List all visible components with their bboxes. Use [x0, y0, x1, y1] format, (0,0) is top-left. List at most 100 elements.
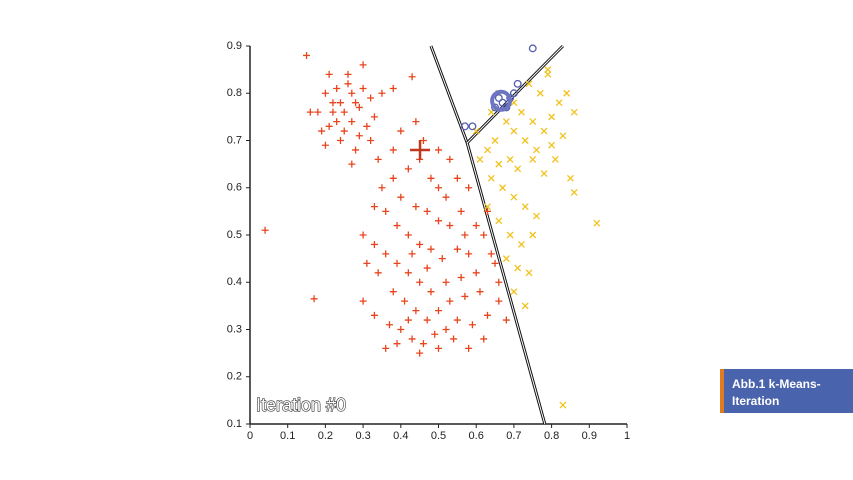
point	[468, 321, 476, 329]
point	[393, 340, 401, 348]
point	[521, 137, 529, 144]
point	[348, 118, 356, 126]
point	[378, 184, 386, 192]
point	[412, 307, 420, 315]
point	[563, 89, 571, 97]
point	[498, 98, 507, 107]
point	[306, 108, 314, 116]
point	[336, 99, 344, 107]
point	[446, 297, 454, 305]
caption: Abb.1 k-Means-Iteration	[732, 377, 821, 408]
point	[533, 146, 540, 154]
point	[329, 108, 337, 116]
point	[404, 231, 412, 239]
point	[416, 278, 424, 286]
x-tick-label: 0.7	[506, 430, 521, 442]
point	[465, 250, 473, 258]
point	[457, 207, 465, 215]
point	[453, 245, 461, 253]
point	[555, 99, 563, 107]
point	[510, 193, 518, 201]
point	[427, 288, 435, 296]
point	[318, 127, 326, 135]
point	[502, 316, 510, 324]
point	[453, 174, 461, 182]
point	[513, 79, 522, 88]
point	[423, 207, 431, 215]
point	[325, 70, 333, 78]
point	[419, 340, 427, 348]
point	[446, 222, 454, 230]
point	[465, 184, 473, 192]
point	[525, 269, 533, 277]
point	[329, 99, 337, 107]
point	[476, 155, 484, 163]
point	[355, 103, 363, 111]
y-tick-label: 0.1	[227, 418, 242, 430]
y-tick-label: 0.7	[227, 134, 242, 146]
point	[510, 288, 518, 296]
point	[491, 137, 499, 144]
x-tick-label: 0.4	[393, 430, 408, 442]
point	[340, 108, 348, 116]
point	[472, 222, 480, 230]
point	[431, 330, 439, 338]
point	[344, 80, 352, 88]
centroid	[410, 139, 431, 160]
point	[435, 146, 442, 154]
centroid	[490, 89, 513, 112]
point	[374, 155, 382, 163]
point	[359, 231, 367, 239]
point	[442, 326, 450, 333]
point	[461, 292, 469, 300]
point	[393, 222, 401, 230]
point	[321, 89, 329, 97]
point	[382, 250, 390, 258]
point	[593, 219, 601, 227]
point	[484, 207, 492, 215]
point	[487, 174, 495, 182]
point	[442, 278, 450, 286]
point	[382, 344, 390, 352]
point	[536, 89, 544, 97]
boundary	[429, 45, 547, 425]
caption-box: Abb.1 k-Means-Iteration	[720, 369, 853, 413]
point	[367, 94, 375, 102]
point	[333, 85, 341, 93]
point	[378, 89, 386, 97]
point	[460, 122, 469, 131]
point	[336, 137, 344, 144]
point	[404, 165, 412, 173]
point	[540, 170, 548, 178]
point	[355, 132, 363, 140]
y-tick-label: 0.2	[227, 371, 242, 383]
point	[404, 269, 412, 277]
point	[389, 146, 397, 154]
point	[442, 193, 450, 201]
point	[480, 231, 488, 239]
point	[510, 127, 518, 135]
y-tick-label: 0.6	[227, 182, 242, 194]
point	[559, 132, 567, 140]
point	[472, 269, 480, 277]
point	[374, 269, 382, 277]
point	[325, 122, 333, 130]
point	[544, 66, 552, 74]
point	[484, 146, 491, 154]
point	[529, 118, 537, 126]
point	[435, 184, 442, 192]
point	[370, 311, 378, 319]
point	[484, 203, 491, 211]
point	[370, 203, 378, 211]
y-tick-label: 0.9	[227, 40, 242, 52]
point	[408, 250, 416, 258]
x-tick-label: 1	[624, 430, 630, 442]
series	[410, 139, 431, 160]
point	[314, 108, 322, 116]
y-tick-label: 0.8	[227, 87, 242, 99]
point	[416, 349, 424, 357]
point	[359, 85, 367, 93]
point	[427, 245, 435, 253]
